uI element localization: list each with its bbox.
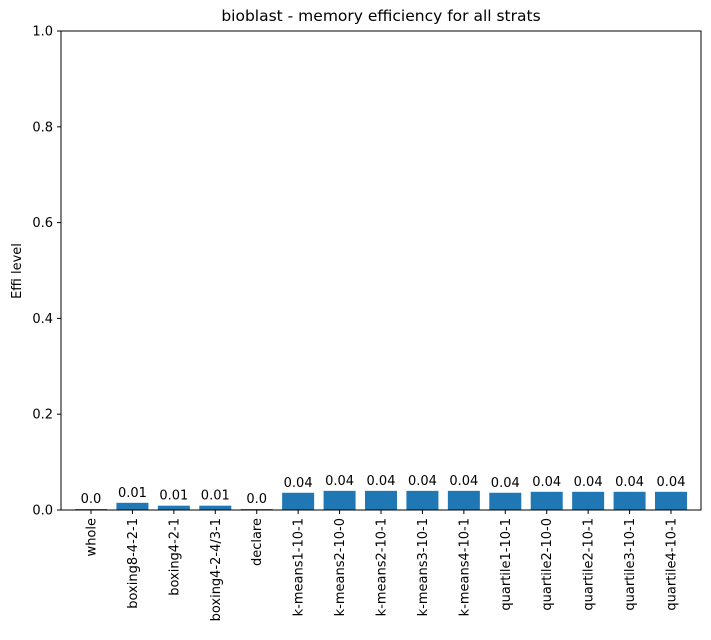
bar bbox=[655, 491, 687, 510]
x-tick-label: boxing8-4-2-1 bbox=[126, 518, 141, 609]
bar bbox=[365, 490, 397, 510]
data-label: 0.04 bbox=[532, 475, 561, 490]
plot-frame bbox=[60, 30, 702, 511]
y-axis-ticks: 0.0 0.2 0.4 0.6 0.8 1.0 bbox=[32, 25, 61, 519]
y-tick-label: 0.4 bbox=[32, 312, 53, 327]
y-tick-label: 1.0 bbox=[32, 25, 53, 40]
data-label: 0.04 bbox=[657, 475, 686, 490]
data-label: 0.04 bbox=[491, 476, 520, 491]
x-tick-label: k-means1-10-1 bbox=[292, 518, 307, 616]
data-label: 0.0 bbox=[81, 492, 102, 507]
y-axis-label: Effi level bbox=[10, 243, 25, 299]
bar bbox=[406, 490, 439, 510]
data-label: 0.0 bbox=[246, 492, 267, 507]
bar bbox=[157, 505, 190, 510]
bar bbox=[199, 505, 232, 510]
data-label: 0.04 bbox=[408, 474, 437, 489]
x-tick-label: quartile3-10-1 bbox=[623, 518, 638, 611]
y-tick-label: 0.0 bbox=[32, 504, 53, 519]
x-tick-label: quartile2-10-1 bbox=[582, 518, 597, 611]
x-tick-label: boxing4-2-1 bbox=[167, 518, 182, 596]
bar bbox=[489, 492, 522, 510]
data-label: 0.01 bbox=[118, 486, 147, 501]
y-tick-label: 0.8 bbox=[32, 120, 53, 135]
bar bbox=[572, 491, 605, 510]
x-tick-label: quartile4-10-1 bbox=[665, 518, 680, 611]
chart-title: bioblast - memory efficiency for all str… bbox=[221, 7, 540, 25]
bar bbox=[282, 492, 315, 510]
bar bbox=[323, 490, 356, 510]
y-tick-label: 0.6 bbox=[32, 216, 53, 231]
x-tick-label: quartile1-10-1 bbox=[499, 518, 514, 611]
bar bbox=[613, 491, 646, 510]
bar bbox=[116, 502, 149, 510]
data-label: 0.04 bbox=[284, 476, 313, 491]
x-tick-label: k-means2-10-0 bbox=[333, 518, 348, 616]
x-tick-label: k-means2-10-1 bbox=[375, 518, 390, 616]
x-tick-label: k-means4-10-1 bbox=[457, 518, 472, 616]
data-label: 0.04 bbox=[615, 475, 644, 490]
bar bbox=[447, 490, 480, 510]
data-label: 0.04 bbox=[574, 475, 603, 490]
data-label: 0.04 bbox=[325, 474, 354, 489]
x-tick-label: declare bbox=[250, 518, 265, 566]
y-tick-label: 0.2 bbox=[32, 408, 53, 423]
data-label: 0.04 bbox=[449, 474, 478, 489]
data-labels-group: 0.0 0.01 0.01 0.01 0.0 0.04 0.04 0.04 0.04 0.04 0.… bbox=[81, 474, 686, 507]
data-label: 0.01 bbox=[159, 489, 188, 504]
data-label: 0.04 bbox=[367, 474, 396, 489]
x-axis-ticks: whole boxing8-4-2-1 boxing4-2-1 boxing4-2-4… bbox=[85, 510, 680, 621]
x-tick-label: k-means3-10-1 bbox=[416, 518, 431, 616]
x-tick-label: boxing4-2-4/3-1 bbox=[209, 518, 224, 621]
x-tick-label: whole bbox=[85, 518, 100, 556]
bar bbox=[530, 491, 563, 510]
x-tick-label: quartile2-10-0 bbox=[540, 518, 555, 611]
data-label: 0.01 bbox=[201, 489, 230, 504]
bars-group bbox=[75, 490, 687, 510]
